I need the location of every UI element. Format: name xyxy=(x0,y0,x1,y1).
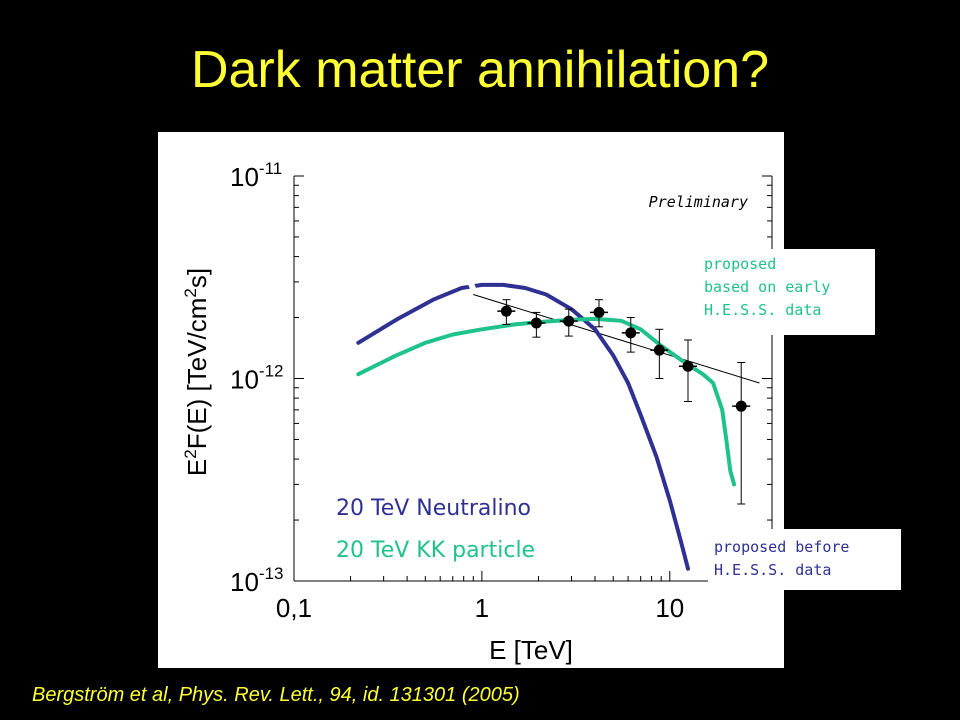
slide-title: Dark matter annihilation? xyxy=(190,41,770,99)
y-tick-label: 10-11 xyxy=(230,159,282,192)
series-layer xyxy=(356,276,760,571)
fit-line xyxy=(473,294,760,384)
x-tick-label: 10 xyxy=(655,593,684,623)
preliminary-annotation: Preliminary xyxy=(649,193,748,211)
y-axis-label: E2F(E) [TeV/cm2s] xyxy=(181,268,212,476)
y-tick-label: 10-13 xyxy=(230,564,284,597)
axis-ticks: 10-11 10-12 10-130,1 1 10 xyxy=(230,159,772,623)
x-axis-label: E [TeV] xyxy=(489,635,573,665)
data-point xyxy=(682,360,694,372)
data-point xyxy=(735,400,747,412)
data-point xyxy=(563,315,575,327)
data-point xyxy=(593,306,605,318)
data-point xyxy=(625,327,637,339)
y-tick-label: 10-12 xyxy=(230,362,284,395)
neutralino-gap xyxy=(465,276,477,291)
data-point xyxy=(500,305,512,317)
data-point xyxy=(653,344,665,356)
data-point xyxy=(530,317,542,329)
chart-labels: E [TeV] E2F(E) [TeV/cm2s] Preliminary 20… xyxy=(181,193,748,665)
callout-proposed-early-hess: proposed based on early H.E.S.S. data xyxy=(698,249,875,335)
legend-neutralino: 20 TeV Neutralino xyxy=(336,496,531,521)
x-tick-label: 0,1 xyxy=(276,593,312,623)
kk-particle-curve xyxy=(356,316,737,487)
x-tick-label: 1 xyxy=(475,593,489,623)
citation: Bergström et al, Phys. Rev. Lett., 94, i… xyxy=(32,684,520,706)
chart-panel xyxy=(158,132,784,668)
legend-kk-particle: 20 TeV KK particle xyxy=(336,538,535,563)
spectrum-chart: 10-11 10-12 10-130,1 1 10 E [TeV] E2F(E) [Te… xyxy=(181,159,773,665)
callout-proposed-before-hess: proposed before H.E.S.S. data xyxy=(708,529,901,590)
